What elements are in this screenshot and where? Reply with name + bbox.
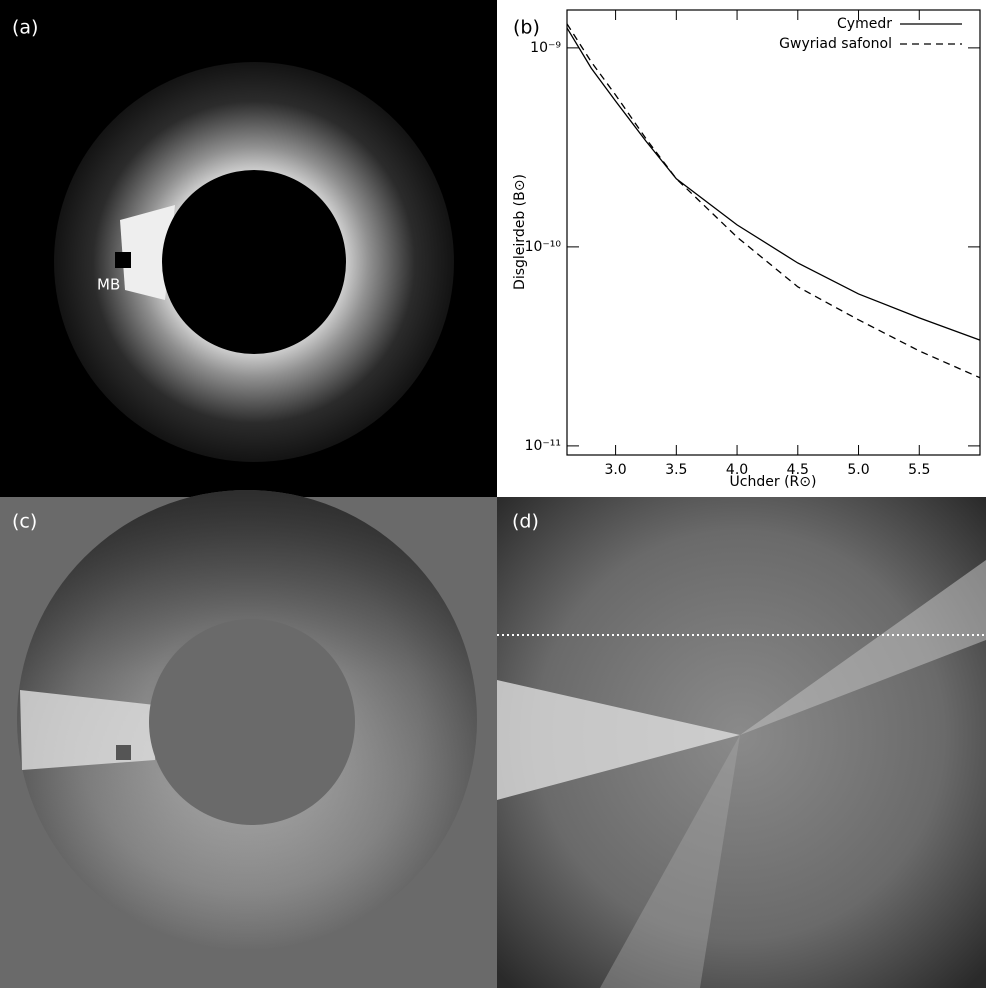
mb-box — [115, 252, 131, 268]
panel-label: (c) — [12, 511, 37, 533]
y-axis-label: Disgleirdeb (B⊙) — [512, 174, 528, 290]
x-tick-label: 3.5 — [665, 462, 687, 478]
panel-label: (b) — [513, 17, 540, 39]
y-tick-label: 10⁻¹¹ — [525, 438, 561, 454]
x-tick-label: 3.0 — [604, 462, 626, 478]
x-tick-label: 4.5 — [787, 462, 809, 478]
mb-box — [116, 745, 131, 760]
y-tick-label: 10⁻¹⁰ — [525, 239, 562, 255]
annotation: MB — [97, 276, 120, 294]
occulter — [149, 619, 355, 825]
panel-b-bg — [497, 0, 986, 497]
y-tick-label: 10⁻⁹ — [530, 40, 561, 56]
occulter — [162, 170, 346, 354]
page: (a) MB (c) (d) (b) Uchder (R⊙) Disgleird… — [0, 0, 986, 988]
legend-label: Gwyriad safonol — [779, 36, 892, 52]
x-tick-label: 5.5 — [908, 462, 930, 478]
legend-label: Cymedr — [837, 16, 892, 32]
figure: (a) MB (c) (d) (b) Uchder (R⊙) Disgleird… — [0, 0, 986, 988]
panel-label: (d) — [512, 511, 539, 533]
x-tick-label: 4.0 — [726, 462, 748, 478]
panel-label: (a) — [12, 17, 38, 39]
x-tick-label: 5.0 — [847, 462, 869, 478]
